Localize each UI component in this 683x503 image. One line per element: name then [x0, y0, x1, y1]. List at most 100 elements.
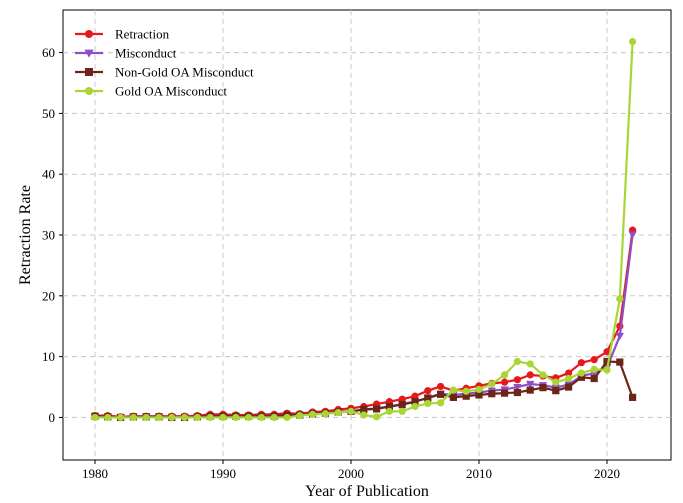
data-point [283, 413, 291, 422]
data-point [615, 332, 624, 341]
data-point [91, 413, 99, 422]
data-point [577, 359, 586, 367]
y-tick-label: 30 [42, 228, 55, 243]
data-point [411, 392, 419, 400]
data-point [616, 358, 624, 366]
data-point [449, 393, 457, 401]
x-axis-ticks: 1980 1990 2000 2010 2020 [82, 460, 620, 481]
data-point [501, 389, 509, 397]
data-point [411, 402, 419, 411]
data-point [232, 413, 240, 422]
legend: Retraction Misconduct Non-Gold OA Miscondu… [75, 27, 254, 99]
data-point [347, 407, 355, 415]
data-point [603, 366, 611, 374]
data-point [628, 231, 637, 239]
data-point [449, 386, 457, 394]
y-tick-label: 40 [42, 167, 55, 182]
legend-item: Gold OA Misconduct [75, 84, 227, 99]
data-point [552, 378, 560, 386]
series-lines [90, 38, 637, 422]
data-point [513, 357, 522, 366]
data-point [424, 387, 432, 395]
data-point [424, 399, 432, 408]
data-point [334, 408, 342, 417]
legend-item: Misconduct [75, 46, 177, 61]
data-point [193, 413, 201, 422]
data-point [270, 413, 278, 422]
data-point [117, 413, 125, 422]
data-point [411, 398, 419, 406]
data-point [85, 68, 93, 76]
data-point [462, 392, 470, 400]
data-point [590, 365, 598, 373]
data-point [539, 371, 547, 379]
data-point [385, 402, 393, 411]
data-point [206, 413, 214, 422]
data-point [577, 373, 585, 381]
legend-label: Non-Gold OA Misconduct [115, 65, 254, 80]
data-point [398, 401, 406, 409]
y-tick-label: 20 [42, 288, 55, 303]
data-point [85, 87, 93, 95]
data-point [155, 413, 163, 422]
legend-label: Gold OA Misconduct [115, 84, 227, 99]
x-tick-label: 1980 [82, 466, 108, 481]
data-point [373, 405, 381, 413]
data-point [309, 410, 317, 418]
data-point [142, 413, 150, 422]
data-point [257, 413, 265, 422]
data-point [360, 405, 368, 414]
data-point [373, 413, 381, 421]
legend-label: Retraction [115, 27, 170, 42]
data-point [360, 411, 368, 419]
y-axis-label: Retraction Rate [17, 185, 34, 285]
data-point [526, 360, 534, 368]
data-point [475, 391, 483, 399]
data-point [437, 390, 445, 398]
data-point [603, 357, 611, 366]
data-point [577, 369, 586, 377]
x-tick-label: 1990 [210, 466, 236, 481]
y-axis-ticks: 0 10 20 30 40 50 60 [42, 45, 63, 425]
data-point [488, 390, 496, 398]
data-point [296, 412, 304, 420]
x-tick-label: 2020 [594, 466, 620, 481]
data-point [437, 399, 445, 407]
data-point [437, 382, 445, 391]
data-point [168, 413, 176, 422]
y-tick-label: 60 [42, 45, 55, 60]
data-point [539, 384, 547, 392]
data-point [552, 387, 560, 395]
data-point [475, 385, 483, 394]
data-point [501, 371, 509, 379]
data-point [321, 410, 329, 418]
data-point [398, 407, 406, 415]
x-axis-label: Year of Publication [305, 483, 429, 500]
data-point [603, 348, 611, 356]
data-point [245, 413, 253, 422]
data-point [590, 356, 598, 364]
data-point [462, 387, 470, 395]
data-point [513, 383, 522, 392]
data-point [85, 30, 93, 38]
data-point [501, 378, 509, 386]
data-point [629, 38, 637, 46]
y-tick-label: 50 [42, 106, 55, 121]
x-tick-label: 2010 [466, 466, 492, 481]
data-point [526, 386, 534, 394]
data-point [385, 407, 393, 415]
y-tick-label: 10 [42, 349, 55, 364]
legend-label: Misconduct [115, 46, 177, 61]
data-point [565, 369, 573, 377]
data-point [629, 393, 637, 401]
data-point [84, 49, 94, 58]
data-point [488, 380, 496, 388]
data-point [424, 394, 432, 402]
data-point [129, 413, 137, 422]
legend-item: Retraction [75, 27, 170, 42]
data-point [104, 413, 112, 422]
grid-lines [63, 10, 671, 460]
data-point [526, 371, 534, 379]
data-point [565, 383, 573, 391]
